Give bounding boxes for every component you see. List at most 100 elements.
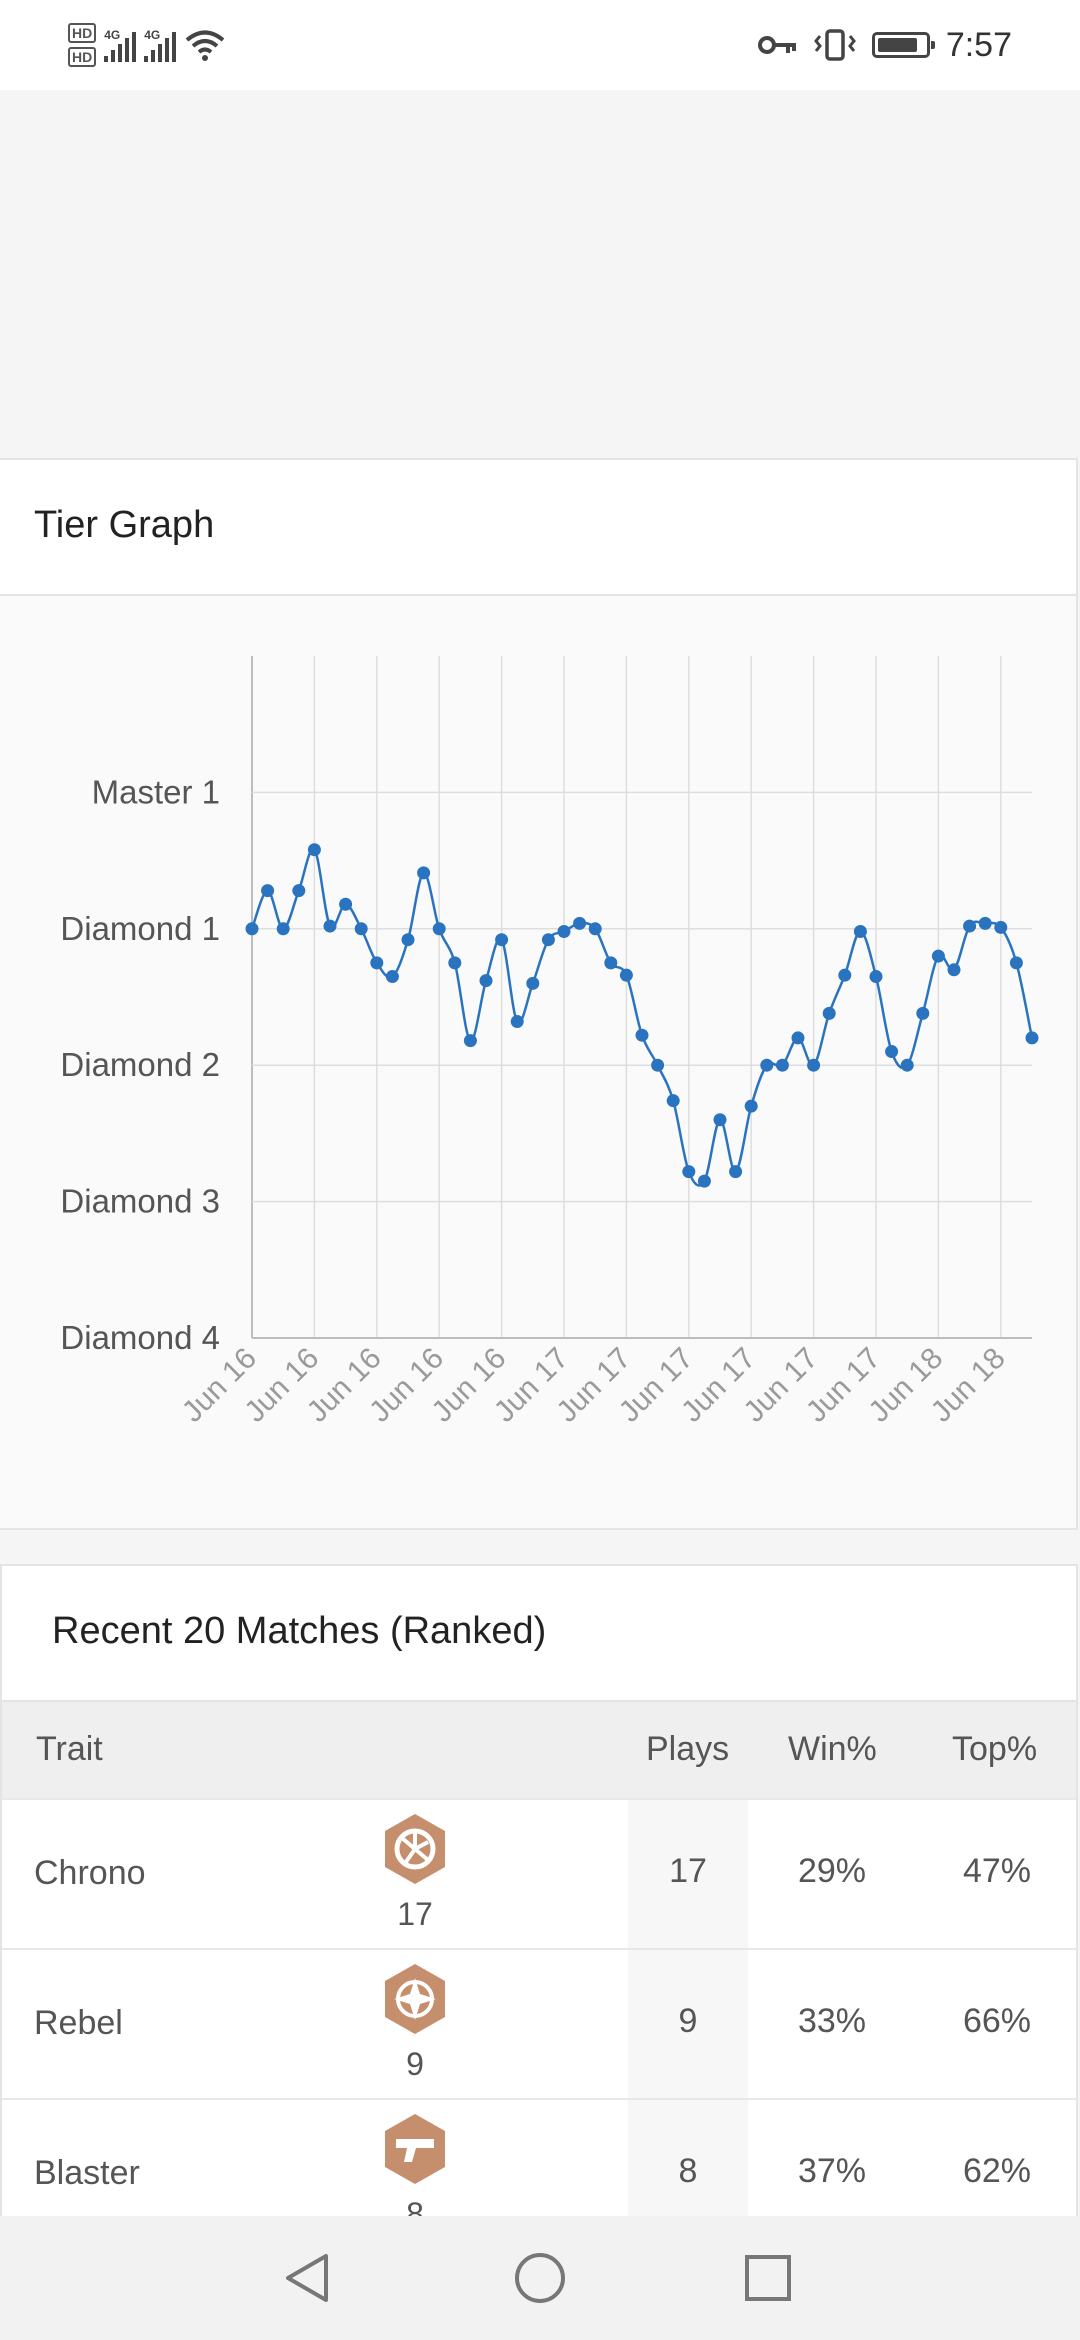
data-point[interactable]	[885, 1045, 899, 1059]
data-point[interactable]	[682, 1165, 696, 1179]
data-point[interactable]	[479, 974, 493, 988]
data-point[interactable]	[713, 1113, 727, 1127]
key-icon	[757, 36, 796, 54]
data-point[interactable]	[931, 949, 945, 963]
system-nav-bar	[0, 2216, 1080, 2340]
table-header: Trait Plays Win% Top%	[2, 1702, 1076, 1798]
status-right: 7:57	[757, 14, 1012, 76]
data-point[interactable]	[822, 1006, 836, 1020]
data-point[interactable]	[853, 925, 867, 939]
data-point[interactable]	[838, 968, 852, 982]
data-point[interactable]	[651, 1058, 665, 1072]
table-row[interactable]: Chrono 17 17 29% 47%	[2, 1798, 1076, 1948]
clock: 7:57	[945, 25, 1012, 64]
tier-graph-svg: Master 1 Diamond 1 Diamond 2 Diamond 3 Diamo…	[60, 656, 1039, 1429]
data-point[interactable]	[900, 1058, 914, 1072]
plays-value: 17	[669, 1852, 707, 1890]
data-point[interactable]	[370, 956, 384, 970]
hd-icon-2: HD	[68, 47, 97, 67]
data-point[interactable]	[339, 897, 353, 911]
data-point[interactable]	[463, 1034, 477, 1048]
data-point[interactable]	[994, 920, 1008, 934]
back-triangle-icon[interactable]	[278, 2248, 338, 2308]
data-point[interactable]	[401, 933, 415, 947]
data-point[interactable]	[666, 1094, 680, 1108]
data-point[interactable]	[292, 884, 306, 898]
tier-series-line	[250, 847, 1034, 1187]
recents-square-icon[interactable]	[738, 2248, 798, 2308]
vibrate-icon	[813, 29, 856, 61]
data-point[interactable]	[448, 956, 462, 970]
win-rate: 37%	[797, 2152, 867, 2190]
trait-table: Trait Plays Win% Top% Chrono 17 17 29% 4…	[0, 1702, 1078, 2248]
sim2-network-label: 4G	[144, 28, 161, 42]
data-point[interactable]	[729, 1165, 743, 1179]
hd-icon-1: HD	[68, 23, 97, 43]
column-header-trait[interactable]: Trait	[36, 1730, 103, 1768]
data-point[interactable]	[916, 1006, 930, 1020]
data-point[interactable]	[619, 968, 633, 982]
column-header-plays[interactable]: Plays	[646, 1730, 730, 1768]
data-point[interactable]	[963, 919, 977, 933]
top-rate: 66%	[962, 2002, 1032, 2040]
data-point[interactable]	[573, 916, 587, 930]
data-point[interactable]	[760, 1058, 774, 1072]
battery-fill	[877, 38, 917, 52]
y-tick-label: Diamond 2	[60, 1046, 220, 1083]
data-point[interactable]	[588, 922, 602, 936]
status-left: HD HD 4G 4G	[68, 14, 226, 76]
rebel-trait-icon	[385, 1964, 445, 2034]
data-point[interactable]	[541, 933, 555, 947]
win-rate: 29%	[797, 1852, 867, 1890]
data-point[interactable]	[245, 922, 259, 936]
column-header-top[interactable]: Top%	[952, 1730, 1038, 1768]
data-point[interactable]	[791, 1031, 805, 1045]
recent-matches-title: Recent 20 Matches (Ranked)	[52, 1610, 547, 1652]
data-point[interactable]	[510, 1015, 524, 1029]
tier-graph-title: Tier Graph	[34, 504, 215, 546]
data-point[interactable]	[604, 956, 618, 970]
data-point[interactable]	[947, 963, 961, 977]
plays-value: 9	[678, 2002, 698, 2040]
data-point[interactable]	[775, 1058, 789, 1072]
sim1-network-label: 4G	[104, 28, 121, 42]
data-point[interactable]	[557, 925, 571, 939]
tier-graph-header: Tier Graph	[0, 458, 1078, 596]
data-point[interactable]	[1025, 1031, 1039, 1045]
y-tick-label: Diamond 4	[60, 1319, 220, 1356]
table-row[interactable]: Rebel 9 9 33% 66%	[2, 1948, 1076, 2098]
trait-count: 9	[406, 2046, 424, 2082]
chrono-trait-icon	[385, 1814, 445, 1884]
plays-value: 8	[678, 2152, 698, 2190]
trait-name: Blaster	[34, 2154, 140, 2192]
data-point[interactable]	[432, 922, 446, 936]
data-point[interactable]	[526, 976, 540, 990]
home-circle-icon[interactable]	[510, 2248, 570, 2308]
data-point[interactable]	[697, 1174, 711, 1188]
data-point[interactable]	[307, 843, 321, 857]
signal-icon-sim1: 4G	[104, 28, 137, 62]
data-point[interactable]	[807, 1058, 821, 1072]
battery-icon	[871, 32, 935, 58]
data-point[interactable]	[417, 866, 431, 880]
data-point[interactable]	[495, 933, 509, 947]
signal-icon-sim2: 4G	[144, 28, 177, 62]
data-point[interactable]	[744, 1099, 758, 1113]
data-point[interactable]	[869, 970, 883, 984]
blaster-trait-icon	[385, 2114, 445, 2184]
data-point[interactable]	[635, 1028, 649, 1042]
data-point[interactable]	[1009, 956, 1023, 970]
top-rate: 62%	[962, 2152, 1032, 2190]
data-point[interactable]	[276, 922, 290, 936]
wifi-icon	[185, 30, 225, 61]
column-header-win[interactable]: Win%	[788, 1730, 877, 1768]
data-point[interactable]	[323, 919, 337, 933]
data-point[interactable]	[261, 884, 275, 898]
top-rate: 47%	[962, 1852, 1032, 1890]
data-point[interactable]	[385, 970, 399, 984]
data-point[interactable]	[354, 922, 368, 936]
data-point[interactable]	[978, 916, 992, 930]
status-bar: HD HD 4G 4G	[0, 0, 1080, 90]
